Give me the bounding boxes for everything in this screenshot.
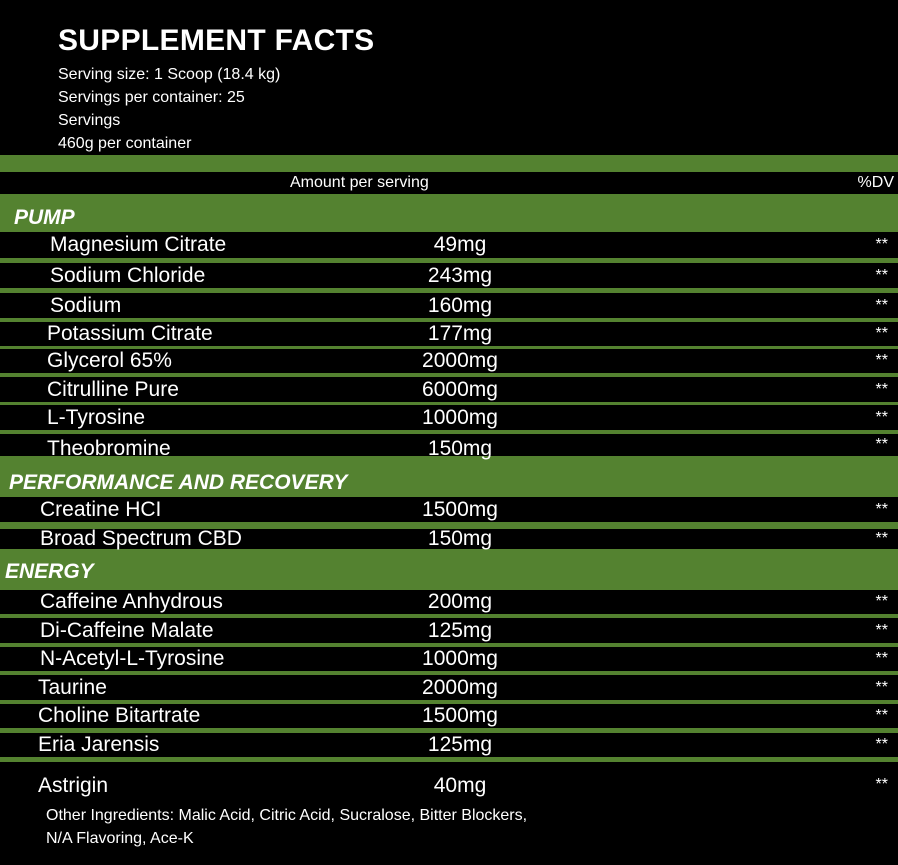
servings: Servings [58, 112, 121, 129]
ingredient-dv: ** [875, 352, 888, 369]
ingredient-name: Taurine [38, 675, 107, 699]
ingredient-amount: 125mg [427, 618, 493, 642]
ingredient-name: N-Acetyl-L-Tyrosine [40, 647, 225, 670]
ingredient-name: Eria Jarensis [38, 733, 160, 756]
ingredient-dv: ** [875, 678, 888, 696]
ingredient-dv: ** [875, 530, 888, 547]
other-ingredients-line: N/A Flavoring, Ace-K [46, 830, 194, 847]
table-header: Amount per serving %DV [0, 172, 898, 194]
amount-header: Amount per serving [290, 174, 429, 191]
title: SUPPLEMENT FACTS [58, 24, 375, 57]
ingredient-dv: ** [875, 436, 888, 453]
ingredient-dv: ** [875, 707, 888, 724]
table-row: Sodium 160mg ** [0, 293, 898, 318]
table-row: Choline Bitartrate 1500mg ** [0, 704, 898, 728]
ingredient-amount: 243mg [427, 263, 493, 287]
dv-header: %DV [857, 174, 894, 191]
other-ingredients-line: Other Ingredients: Malic Acid, Citric Ac… [46, 807, 528, 824]
ingredient-dv: ** [875, 776, 888, 793]
ingredient-amount: 150mg [427, 527, 493, 550]
ingredient-amount: 2000mg [422, 675, 498, 699]
ingredient-amount: 1000mg [422, 647, 498, 670]
section-pump: PUMP [14, 206, 75, 229]
table-row: Broad Spectrum CBD 150mg ** [0, 527, 898, 550]
ingredient-name: Astrigin [38, 774, 109, 797]
ingredient-name: Broad Spectrum CBD [40, 527, 242, 550]
ingredient-amount: 200mg [427, 590, 493, 613]
table-row: Caffeine Anhydrous 200mg ** [0, 590, 898, 614]
ingredient-amount: 1000mg [422, 405, 498, 429]
ingredient-dv: ** [875, 236, 888, 253]
ingredient-dv: ** [875, 736, 888, 753]
ingredient-amount: 40mg [433, 774, 487, 797]
ingredient-dv: ** [875, 621, 888, 639]
table-row: Eria Jarensis 125mg ** [0, 733, 898, 757]
ingredient-dv: ** [875, 325, 888, 342]
table-row: Magnesium Citrate 49mg ** [0, 232, 898, 258]
section-performance: PERFORMANCE AND RECOVERY [9, 471, 348, 494]
ingredient-name: Potassium Citrate [47, 322, 213, 345]
ingredient-name: Magnesium Citrate [50, 233, 227, 256]
ingredient-amount: 49mg [433, 233, 487, 256]
ingredient-name: Creatine HCI [40, 497, 162, 521]
ingredient-name: L-Tyrosine [47, 405, 146, 429]
table-row: Astrigin 40mg ** [0, 762, 898, 865]
ingredient-amount: 6000mg [422, 377, 498, 401]
ingredient-dv: ** [875, 380, 888, 398]
container-weight: 460g per container [58, 135, 192, 152]
ingredient-name: Di-Caffeine Malate [40, 618, 214, 642]
ingredient-dv: ** [875, 650, 888, 667]
ingredient-amount: 125mg [427, 733, 493, 756]
ingredient-name: Sodium Chloride [50, 263, 206, 287]
ingredient-dv: ** [875, 408, 888, 426]
ingredient-dv: ** [875, 266, 888, 284]
ingredient-dv: ** [875, 296, 888, 314]
table-row: Sodium Chloride 243mg ** [0, 263, 898, 288]
ingredient-amount: 2000mg [422, 349, 498, 372]
ingredient-amount: 177mg [427, 322, 493, 345]
ingredient-amount: 1500mg [422, 704, 498, 727]
table-row: Glycerol 65% 2000mg ** [0, 349, 898, 373]
ingredient-name: Sodium [50, 293, 122, 317]
ingredient-dv: ** [875, 593, 888, 610]
ingredient-amount: 160mg [427, 293, 493, 317]
ingredient-name: Theobromine [47, 437, 171, 461]
table-row: Potassium Citrate 177mg ** [0, 322, 898, 346]
table-row: N-Acetyl-L-Tyrosine 1000mg ** [0, 647, 898, 671]
other-ingredients: Other Ingredients: Malic Acid, Citric Ac… [46, 804, 527, 850]
table-row: Citrulline Pure 6000mg ** [0, 377, 898, 402]
ingredient-dv: ** [875, 500, 888, 518]
ingredient-name: Glycerol 65% [47, 349, 172, 372]
table-row: L-Tyrosine 1000mg ** [0, 405, 898, 430]
ingredient-name: Choline Bitartrate [38, 704, 201, 727]
table-row: Taurine 2000mg ** [0, 675, 898, 700]
table-row: Di-Caffeine Malate 125mg ** [0, 618, 898, 643]
ingredient-amount: 150mg [427, 437, 493, 461]
serving-size: Serving size: 1 Scoop (18.4 kg) [58, 66, 281, 83]
ingredient-name: Caffeine Anhydrous [40, 590, 223, 613]
table-row: Theobromine 150mg ** [0, 434, 898, 460]
ingredient-name: Citrulline Pure [47, 377, 179, 401]
table-row: Creatine HCI 1500mg ** [0, 497, 898, 522]
ingredient-amount: 1500mg [422, 497, 498, 521]
servings-per-container: Servings per container: 25 [58, 89, 245, 106]
section-energy: ENERGY [5, 560, 94, 583]
